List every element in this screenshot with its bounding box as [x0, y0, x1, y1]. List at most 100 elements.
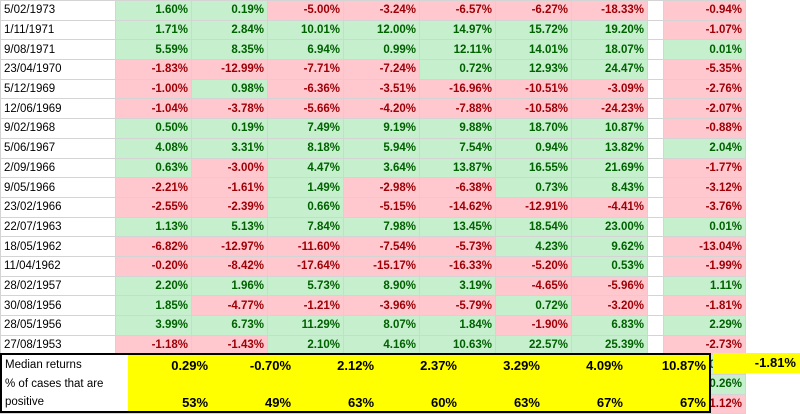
- median-cell[interactable]: -0.70%: [249, 357, 292, 373]
- return-cell[interactable]: 10.63%: [419, 334, 496, 356]
- return-cell[interactable]: 1.49%: [267, 177, 344, 198]
- return-cell[interactable]: 7.54%: [419, 137, 496, 159]
- return-cell[interactable]: -3.96%: [343, 295, 420, 316]
- return-cell[interactable]: 14.01%: [495, 39, 572, 61]
- return-cell[interactable]: 6.94%: [267, 39, 344, 61]
- return-cell[interactable]: 5.13%: [191, 216, 268, 238]
- return-cell[interactable]: -16.33%: [419, 255, 496, 277]
- date-cell[interactable]: 9/05/1966: [0, 177, 116, 198]
- positive-label-line1[interactable]: % of cases that are: [2, 375, 129, 393]
- return-cell[interactable]: 7.84%: [267, 216, 344, 238]
- return-cell[interactable]: -1.61%: [191, 177, 268, 198]
- return-cell[interactable]: -2.55%: [115, 196, 192, 218]
- date-cell[interactable]: 23/04/1970: [0, 59, 116, 80]
- return-cell[interactable]: -2.21%: [115, 177, 192, 198]
- return-cell[interactable]: 0.19%: [191, 0, 268, 21]
- return-cell[interactable]: -6.38%: [419, 177, 496, 198]
- return-cell[interactable]: 13.87%: [419, 157, 496, 179]
- return-cell[interactable]: -6.36%: [267, 78, 344, 100]
- return-cell[interactable]: -7.24%: [343, 59, 420, 80]
- last-return-cell[interactable]: -1.81%: [663, 295, 746, 316]
- last-return-cell[interactable]: -3.12%: [663, 177, 746, 198]
- return-cell[interactable]: 6.73%: [191, 315, 268, 336]
- return-cell[interactable]: 4.08%: [115, 137, 192, 159]
- date-cell[interactable]: 27/08/1953: [0, 334, 116, 356]
- return-cell[interactable]: 3.99%: [115, 315, 192, 336]
- return-cell[interactable]: -8.42%: [191, 255, 268, 277]
- return-cell[interactable]: 0.63%: [115, 157, 192, 179]
- last-return-cell[interactable]: -13.04%: [663, 236, 746, 257]
- positive-cell[interactable]: 60%: [430, 394, 457, 410]
- return-cell[interactable]: -14.62%: [419, 196, 496, 218]
- return-cell[interactable]: 0.50%: [115, 118, 192, 139]
- return-cell[interactable]: -5.96%: [571, 275, 648, 297]
- median-cell[interactable]: 10.87%: [661, 357, 706, 373]
- return-cell[interactable]: -4.20%: [343, 98, 420, 120]
- last-return-cell[interactable]: -2.07%: [663, 98, 746, 120]
- last-return-cell[interactable]: -2.76%: [663, 78, 746, 100]
- return-cell[interactable]: 1.71%: [115, 19, 192, 41]
- date-cell[interactable]: 22/07/1963: [0, 216, 116, 238]
- return-cell[interactable]: -1.21%: [267, 295, 344, 316]
- date-cell[interactable]: 5/12/1969: [0, 78, 116, 100]
- positive-cell[interactable]: 67%: [596, 394, 623, 410]
- return-cell[interactable]: 4.16%: [343, 334, 420, 356]
- return-cell[interactable]: -3.51%: [343, 78, 420, 100]
- return-cell[interactable]: -3.24%: [343, 0, 420, 21]
- return-cell[interactable]: 2.20%: [115, 275, 192, 297]
- return-cell[interactable]: 1.85%: [115, 295, 192, 316]
- last-return-cell[interactable]: 0.01%: [663, 216, 746, 238]
- return-cell[interactable]: 24.47%: [571, 59, 648, 80]
- last-return-cell[interactable]: -1.07%: [663, 19, 746, 41]
- return-cell[interactable]: -15.17%: [343, 255, 420, 277]
- return-cell[interactable]: 9.88%: [419, 118, 496, 139]
- positive-cell[interactable]: 63%: [348, 394, 375, 410]
- return-cell[interactable]: 2.84%: [191, 19, 268, 41]
- return-cell[interactable]: 9.19%: [343, 118, 420, 139]
- return-cell[interactable]: 18.54%: [495, 216, 572, 238]
- return-cell[interactable]: 1.84%: [419, 315, 496, 336]
- last-return-cell[interactable]: 2.29%: [663, 315, 746, 336]
- return-cell[interactable]: -6.27%: [495, 0, 572, 21]
- return-cell[interactable]: -5.20%: [495, 255, 572, 277]
- return-cell[interactable]: 0.53%: [571, 255, 648, 277]
- return-cell[interactable]: -3.00%: [191, 157, 268, 179]
- last-return-cell[interactable]: -1.77%: [663, 157, 746, 179]
- return-cell[interactable]: -5.73%: [419, 236, 496, 257]
- return-cell[interactable]: -5.66%: [267, 98, 344, 120]
- return-cell[interactable]: 21.69%: [571, 157, 648, 179]
- return-cell[interactable]: -1.83%: [115, 59, 192, 80]
- return-cell[interactable]: -5.15%: [343, 196, 420, 218]
- return-cell[interactable]: 5.59%: [115, 39, 192, 61]
- return-cell[interactable]: -10.51%: [495, 78, 572, 100]
- return-cell[interactable]: 4.47%: [267, 157, 344, 179]
- return-cell[interactable]: -10.58%: [495, 98, 572, 120]
- return-cell[interactable]: -1.00%: [115, 78, 192, 100]
- date-cell[interactable]: 1/11/1971: [0, 19, 116, 41]
- return-cell[interactable]: 11.29%: [267, 315, 344, 336]
- positive-cell[interactable]: 63%: [513, 394, 540, 410]
- median-cell[interactable]: 2.12%: [337, 357, 375, 373]
- return-cell[interactable]: -7.71%: [267, 59, 344, 80]
- last-return-cell[interactable]: 2.04%: [663, 137, 746, 159]
- return-cell[interactable]: 25.39%: [571, 334, 648, 356]
- return-cell[interactable]: 8.43%: [571, 177, 648, 198]
- return-cell[interactable]: -17.64%: [267, 255, 344, 277]
- return-cell[interactable]: 10.01%: [267, 19, 344, 41]
- return-cell[interactable]: 0.99%: [343, 39, 420, 61]
- return-cell[interactable]: 14.97%: [419, 19, 496, 41]
- return-cell[interactable]: 3.19%: [419, 275, 496, 297]
- return-cell[interactable]: -16.96%: [419, 78, 496, 100]
- return-cell[interactable]: 0.66%: [267, 196, 344, 218]
- return-cell[interactable]: -18.33%: [571, 0, 648, 21]
- return-cell[interactable]: -3.20%: [571, 295, 648, 316]
- return-cell[interactable]: -11.60%: [267, 236, 344, 257]
- return-cell[interactable]: 3.64%: [343, 157, 420, 179]
- median-cell[interactable]: 3.29%: [503, 357, 540, 373]
- date-cell[interactable]: 12/06/1969: [0, 98, 116, 120]
- return-cell[interactable]: 8.90%: [343, 275, 420, 297]
- return-cell[interactable]: 15.72%: [495, 19, 572, 41]
- date-cell[interactable]: 9/02/1968: [0, 118, 116, 139]
- return-cell[interactable]: 0.73%: [495, 177, 572, 198]
- return-cell[interactable]: 5.94%: [343, 137, 420, 159]
